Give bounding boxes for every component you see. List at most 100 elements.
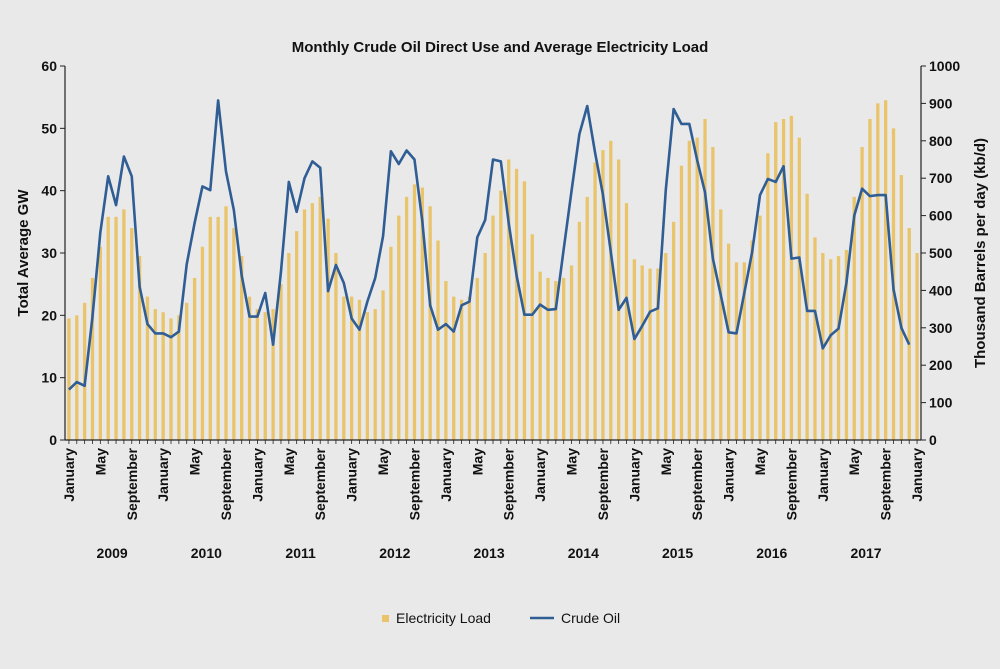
electricity-load-bar — [530, 234, 534, 440]
legend-label-crude-oil: Crude Oil — [561, 610, 620, 626]
electricity-load-bar — [538, 271, 542, 440]
electricity-load-bar — [640, 265, 644, 440]
electricity-load-bar — [860, 147, 864, 441]
electricity-load-bar — [130, 228, 134, 440]
electricity-load-bars — [67, 100, 919, 441]
electricity-load-bar — [562, 277, 566, 440]
year-label: 2013 — [473, 545, 504, 561]
electricity-load-bar — [679, 165, 684, 440]
crude-oil-line-group — [68, 99, 911, 391]
x-month-label: January — [61, 448, 77, 502]
electricity-load-bar — [67, 318, 71, 440]
year-label: 2009 — [97, 545, 128, 561]
right-tick-label: 900 — [929, 95, 953, 111]
x-month-label: January — [626, 448, 642, 502]
electricity-load-bar — [122, 209, 126, 440]
electricity-load-bar — [444, 281, 448, 440]
electricity-load-bar — [98, 246, 102, 440]
x-month-label: January — [532, 448, 548, 502]
x-month-label: January — [815, 448, 831, 502]
x-month-label: September — [124, 447, 140, 520]
electricity-load-bar — [240, 256, 244, 440]
electricity-load-bar — [687, 140, 691, 441]
x-month-label: January — [249, 448, 265, 502]
electricity-load-bar — [145, 296, 150, 440]
electricity-load-bar — [577, 221, 582, 440]
electricity-load-bar — [475, 277, 479, 440]
electricity-load-bar — [656, 268, 660, 440]
x-month-label: September — [878, 447, 894, 520]
right-tick-label: 1000 — [929, 58, 960, 74]
x-month-label: May — [564, 448, 580, 475]
electricity-load-bar — [310, 203, 315, 440]
year-label: 2011 — [285, 545, 316, 561]
crude-oil-line — [68, 99, 911, 391]
electricity-load-bar — [216, 216, 220, 440]
electricity-load-bar — [546, 277, 550, 440]
electricity-load-bar — [852, 196, 856, 440]
right-tick-label: 700 — [929, 170, 953, 186]
right-tick-label: 800 — [929, 133, 953, 149]
year-label: 2010 — [191, 545, 222, 561]
electricity-load-bar — [491, 215, 495, 440]
electricity-load-bar — [742, 262, 746, 440]
electricity-load-bar — [483, 253, 487, 440]
electricity-load-bar — [459, 299, 464, 440]
x-month-label: September — [783, 447, 799, 520]
electricity-load-bar — [844, 249, 849, 440]
electricity-load-bar — [915, 253, 919, 440]
electricity-load-bar — [397, 215, 401, 440]
left-axis-title: Total Average GW — [15, 189, 32, 317]
electricity-load-bar — [373, 309, 377, 440]
electricity-load-bar — [569, 265, 574, 440]
electricity-load-bar — [192, 277, 197, 440]
right-tick-label: 400 — [929, 282, 953, 298]
electricity-load-bar — [381, 290, 385, 440]
electricity-load-bar — [632, 259, 637, 440]
x-month-label: May — [846, 448, 862, 475]
electricity-load-bar — [428, 206, 432, 440]
electricity-load-bar — [404, 196, 409, 440]
electricity-load-bar — [836, 256, 841, 440]
electricity-load-bar — [907, 228, 911, 440]
electricity-load-bar — [499, 190, 503, 440]
left-tick-label: 30 — [41, 245, 57, 261]
x-month-label: May — [469, 448, 485, 475]
x-month-label: January — [909, 448, 925, 502]
electricity-load-bar — [750, 240, 754, 440]
left-tick-label: 60 — [41, 58, 57, 74]
x-month-label: September — [689, 447, 705, 520]
electricity-load-bar — [601, 150, 605, 440]
electricity-load-bar — [200, 246, 205, 440]
electricity-load-bar — [758, 215, 762, 440]
electricity-load-bar — [695, 137, 699, 440]
electricity-load-bar — [876, 103, 880, 441]
electricity-load-bar — [711, 147, 715, 441]
right-tick-label: 300 — [929, 320, 953, 336]
x-month-label: January — [721, 448, 737, 502]
electricity-load-bar — [255, 309, 260, 440]
electricity-load-bar — [412, 184, 417, 440]
electricity-load-bar — [781, 118, 786, 440]
electricity-load-bar — [342, 296, 346, 440]
electricity-load-bar — [664, 253, 668, 440]
electricity-load-bar — [452, 296, 456, 440]
right-tick-label: 0 — [929, 432, 937, 448]
electricity-load-bar — [593, 162, 597, 440]
electricity-load-bar — [357, 299, 362, 440]
electricity-load-bar — [82, 302, 87, 440]
electricity-load-bar — [349, 296, 354, 440]
x-month-label: May — [187, 448, 203, 475]
electricity-load-bar — [287, 253, 291, 440]
year-label: 2012 — [379, 545, 410, 561]
electricity-load-bar — [161, 312, 165, 440]
electricity-load-bar — [302, 209, 307, 440]
x-month-label: September — [595, 447, 611, 520]
electricity-load-bar — [169, 318, 173, 440]
x-month-label: May — [375, 448, 391, 475]
electricity-load-bar — [774, 122, 778, 440]
year-label: 2014 — [568, 545, 599, 561]
electricity-load-bar — [295, 231, 299, 440]
right-tick-label: 600 — [929, 208, 953, 224]
